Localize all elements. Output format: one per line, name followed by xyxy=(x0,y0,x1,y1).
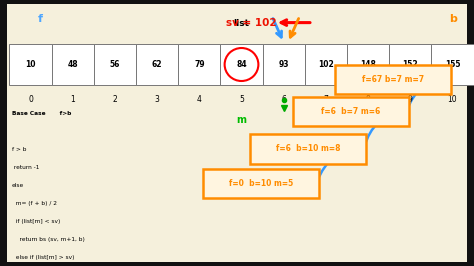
Bar xyxy=(52,44,94,85)
Text: 79: 79 xyxy=(194,60,205,69)
Text: f=67 b=7 m=7: f=67 b=7 m=7 xyxy=(362,75,425,84)
Text: sv = 102: sv = 102 xyxy=(226,18,276,28)
Text: else: else xyxy=(12,183,24,188)
Text: 155: 155 xyxy=(445,60,460,69)
FancyBboxPatch shape xyxy=(250,134,366,164)
Text: f=6  b=10 m=8: f=6 b=10 m=8 xyxy=(276,144,340,153)
Text: f: f xyxy=(38,14,43,24)
Text: 4: 4 xyxy=(197,95,202,104)
Text: 8: 8 xyxy=(365,95,371,104)
Text: f=0  b=10 m=5: f=0 b=10 m=5 xyxy=(228,179,293,188)
Bar xyxy=(94,44,136,85)
Text: m= (f + b) / 2: m= (f + b) / 2 xyxy=(12,201,57,206)
Bar xyxy=(389,44,431,85)
Bar xyxy=(305,44,347,85)
Text: 93: 93 xyxy=(278,60,289,69)
Text: b: b xyxy=(449,14,456,24)
Bar xyxy=(178,44,220,85)
FancyBboxPatch shape xyxy=(335,65,451,94)
Text: 152: 152 xyxy=(402,60,418,69)
Text: 148: 148 xyxy=(360,60,376,69)
Bar xyxy=(431,44,474,85)
Text: 5: 5 xyxy=(239,95,244,104)
Bar xyxy=(220,44,263,85)
Text: 84: 84 xyxy=(236,60,247,69)
Text: 7: 7 xyxy=(323,95,328,104)
Text: m: m xyxy=(237,115,246,125)
Text: 48: 48 xyxy=(67,60,78,69)
Text: 2: 2 xyxy=(112,95,118,104)
FancyBboxPatch shape xyxy=(203,169,319,198)
Text: return -1: return -1 xyxy=(12,165,39,170)
Text: 3: 3 xyxy=(155,95,160,104)
Text: else if (list[m] > sv): else if (list[m] > sv) xyxy=(12,255,74,260)
Text: f > b: f > b xyxy=(12,147,27,152)
Bar xyxy=(136,44,178,85)
Text: 0: 0 xyxy=(28,95,33,104)
Bar xyxy=(9,44,52,85)
Text: 6: 6 xyxy=(281,95,286,104)
Text: if (list[m] < sv): if (list[m] < sv) xyxy=(12,219,60,224)
Text: 102: 102 xyxy=(318,60,334,69)
Text: Base Case       f>b: Base Case f>b xyxy=(12,111,71,115)
FancyBboxPatch shape xyxy=(293,97,409,126)
Text: return bs (sv, m+1, b): return bs (sv, m+1, b) xyxy=(12,237,85,242)
Text: 1: 1 xyxy=(70,95,75,104)
Text: 62: 62 xyxy=(152,60,163,69)
Text: 56: 56 xyxy=(110,60,120,69)
Text: 10: 10 xyxy=(447,95,457,104)
Text: 10: 10 xyxy=(25,60,36,69)
Bar xyxy=(347,44,389,85)
Text: list: list xyxy=(234,19,249,28)
Text: f=6  b=7 m=6: f=6 b=7 m=6 xyxy=(321,107,380,116)
Bar xyxy=(263,44,305,85)
Text: 9: 9 xyxy=(408,95,413,104)
